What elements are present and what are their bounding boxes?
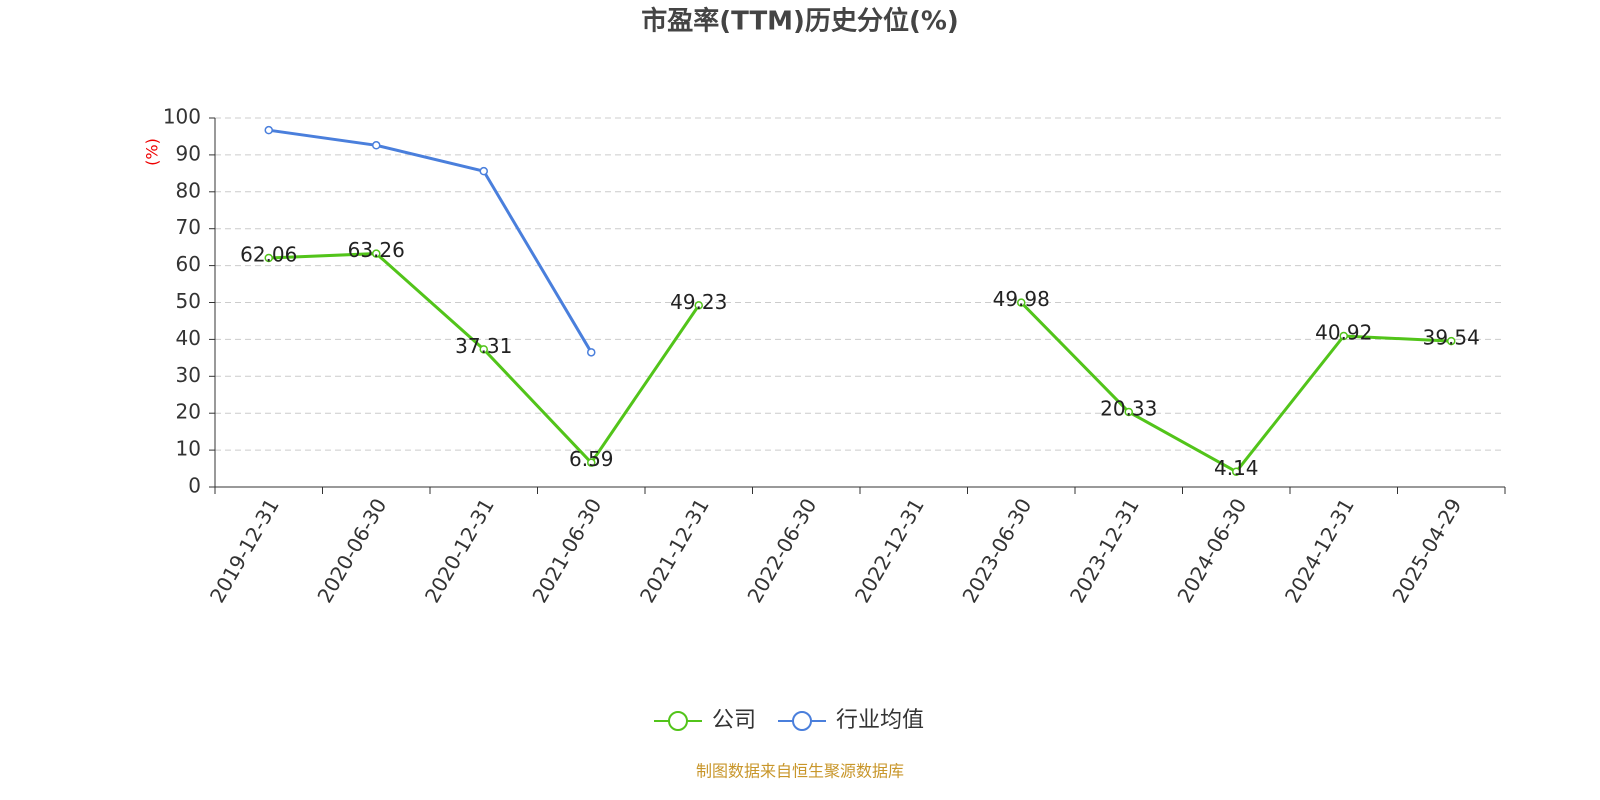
data-point [1339,331,1348,341]
data-point [1447,336,1456,346]
data-label: 20.33 [1100,396,1157,420]
data-label: 37.31 [455,334,512,358]
x-tick-label: 2020-06-30 [312,494,391,607]
x-tick-label: 2021-06-30 [527,494,606,607]
y-tick-label: 10 [176,437,201,461]
legend-label[interactable]: 行业均值 [836,708,924,733]
data-point [1017,298,1026,307]
y-tick-label: 100 [163,105,201,129]
data-point [694,301,703,310]
x-tick-label: 2022-06-30 [742,494,821,607]
series-line [268,252,700,466]
data-point [1232,467,1241,476]
chart-title: 市盈率(TTM)历史分位(%) [641,6,959,37]
data-point [479,345,488,354]
y-tick-label: 70 [176,215,201,239]
data-point [479,166,488,176]
data-label: 39.54 [1423,326,1480,350]
y-tick-label: 30 [176,363,201,387]
data-label: 63.26 [348,238,405,262]
y-axis-label: (%) [143,138,162,166]
x-tick-label: 2024-12-31 [1280,494,1359,607]
data-label: 62.06 [240,242,297,266]
y-tick-label: 20 [176,400,201,424]
source-note: 制图数据来自恒生聚源数据库 [696,762,904,781]
y-tick-label: 60 [176,252,201,276]
legend-marker[interactable] [792,711,812,731]
series-line [268,128,593,354]
data-point [372,141,381,150]
x-tick-label: 2021-12-31 [635,494,714,607]
x-tick-label: 2025-04-29 [1387,494,1466,607]
x-tick-label: 2023-06-30 [957,494,1036,607]
data-point [264,253,273,263]
data-point [587,348,596,357]
data-point [264,125,273,135]
data-label: 4.14 [1214,456,1259,480]
data-label: 49.23 [670,290,727,314]
x-tick-label: 2020-12-31 [420,494,499,607]
x-tick-label: 2023-12-31 [1065,494,1144,607]
data-point [587,458,596,467]
x-tick-label: 2024-06-30 [1172,494,1251,607]
data-label: 40.92 [1315,321,1372,345]
data-point [1124,407,1133,417]
series-line [1020,301,1452,474]
y-tick-label: 40 [176,326,201,350]
y-tick-label: 90 [176,141,201,165]
legend-marker[interactable] [668,711,688,731]
x-tick-label: 2022-12-31 [850,494,929,607]
y-tick-label: 50 [176,289,201,313]
legend-label[interactable]: 公司 [712,708,756,733]
x-tick-label: 2019-12-31 [205,494,284,607]
data-point [372,249,381,258]
data-label: 49.98 [993,287,1050,311]
y-tick-label: 0 [188,474,201,498]
data-label: 6.59 [569,447,614,471]
y-tick-label: 80 [176,178,201,202]
